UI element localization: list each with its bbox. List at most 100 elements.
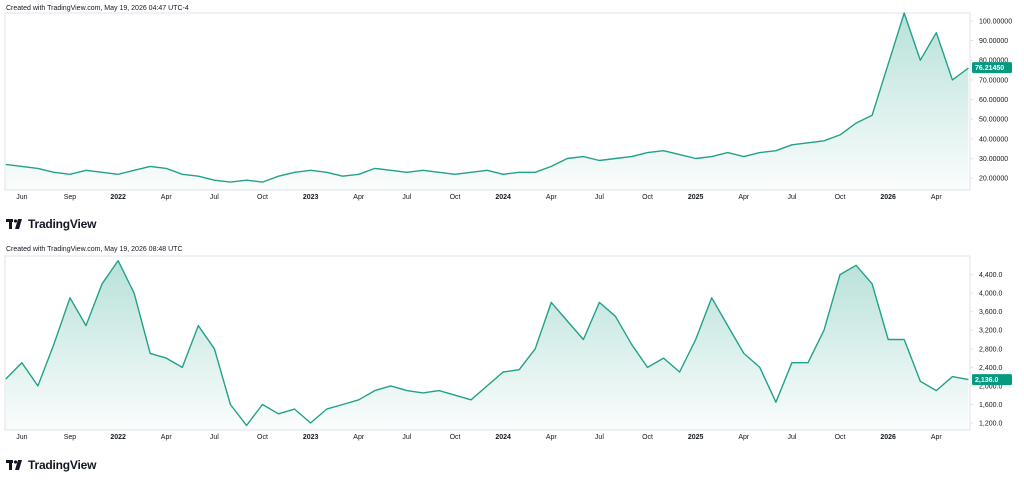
x-tick-label: Jul bbox=[210, 434, 219, 441]
data-point bbox=[615, 316, 616, 317]
x-tick-label: Sep bbox=[64, 194, 77, 201]
y-tick-label: 1,200.0 bbox=[979, 421, 1002, 428]
x-tick-label: 2023 bbox=[303, 194, 319, 201]
data-point bbox=[374, 390, 375, 391]
x-tick-label: 2023 bbox=[303, 434, 319, 441]
y-tick-label: 50.00000 bbox=[979, 117, 1008, 124]
data-point bbox=[583, 339, 584, 340]
data-point bbox=[631, 344, 632, 345]
top-chart-panel: Created with TradingView.com, May 19, 20… bbox=[0, 0, 1024, 238]
chart-caption: Created with TradingView.com, May 19, 20… bbox=[6, 246, 183, 253]
data-point bbox=[85, 325, 86, 326]
x-tick-label: 2025 bbox=[688, 434, 704, 441]
x-tick-label: Oct bbox=[450, 434, 461, 441]
data-point bbox=[759, 152, 760, 153]
y-tick-label: 20.00000 bbox=[979, 176, 1008, 183]
x-tick-label: Jul bbox=[210, 194, 219, 201]
x-tick-label: 2025 bbox=[688, 194, 704, 201]
tradingview-icon bbox=[6, 219, 22, 229]
brand-name: TradingView bbox=[28, 458, 97, 472]
data-point bbox=[118, 260, 119, 261]
data-point bbox=[872, 283, 873, 284]
data-point bbox=[310, 170, 311, 171]
data-point bbox=[952, 376, 953, 377]
data-point bbox=[727, 152, 728, 153]
x-tick-label: Apr bbox=[546, 194, 558, 201]
data-point bbox=[454, 174, 455, 175]
x-tick-label: Jul bbox=[402, 434, 411, 441]
data-point bbox=[278, 176, 279, 177]
data-point bbox=[567, 320, 568, 321]
data-point bbox=[599, 302, 600, 303]
bottom-price-chart[interactable]: 4,400.0 4,000.0 3,600.0 3,200.0 2,800.0 2,400… bbox=[0, 241, 1024, 485]
x-tick-label: Apr bbox=[738, 434, 750, 441]
top-price-chart[interactable]: 100.00000 90.00000 80.00000 70.00000 60.0000… bbox=[0, 0, 1024, 238]
data-point bbox=[278, 413, 279, 414]
series-area-fill bbox=[5, 13, 969, 190]
data-point bbox=[631, 156, 632, 157]
x-tick-label: Jun bbox=[16, 194, 27, 201]
y-tick-label: 2,000.0 bbox=[979, 383, 1002, 390]
x-tick-label: Oct bbox=[257, 194, 268, 201]
data-point bbox=[310, 422, 311, 423]
data-point bbox=[535, 172, 536, 173]
x-tick-label: Apr bbox=[161, 434, 173, 441]
data-point bbox=[5, 164, 6, 165]
y-tick-label: 80.00000 bbox=[979, 58, 1008, 65]
data-point bbox=[102, 172, 103, 173]
data-point bbox=[791, 362, 792, 363]
x-tick-label: 2022 bbox=[110, 434, 126, 441]
data-point bbox=[519, 369, 520, 370]
y-tick-label: 60.00000 bbox=[979, 97, 1008, 104]
data-point bbox=[519, 172, 520, 173]
data-point bbox=[326, 172, 327, 173]
y-tick-label: 4,000.0 bbox=[979, 291, 1002, 298]
data-point bbox=[968, 379, 969, 380]
y-tick-label: 2,400.0 bbox=[979, 365, 1002, 372]
x-tick-label: 2024 bbox=[495, 434, 511, 441]
data-point bbox=[246, 425, 247, 426]
data-point bbox=[743, 353, 744, 354]
data-point bbox=[214, 180, 215, 181]
x-tick-label: Apr bbox=[546, 434, 558, 441]
current-price-value: 76.21450 bbox=[975, 65, 1004, 72]
data-point bbox=[888, 339, 889, 340]
x-tick-label: Oct bbox=[450, 194, 461, 201]
data-point bbox=[342, 404, 343, 405]
data-point bbox=[663, 358, 664, 359]
x-tick-label: Oct bbox=[642, 194, 653, 201]
data-point bbox=[182, 367, 183, 368]
data-point bbox=[487, 385, 488, 386]
current-price-label: 76.21450 bbox=[972, 62, 1012, 74]
data-point bbox=[69, 297, 70, 298]
data-point bbox=[21, 166, 22, 167]
data-point bbox=[118, 174, 119, 175]
data-point bbox=[503, 371, 504, 372]
data-point bbox=[679, 371, 680, 372]
data-point bbox=[535, 348, 536, 349]
data-point bbox=[823, 140, 824, 141]
data-point bbox=[599, 160, 600, 161]
x-tick-label: Oct bbox=[642, 434, 653, 441]
x-tick-label: Jul bbox=[402, 194, 411, 201]
data-point bbox=[503, 174, 504, 175]
x-tick-label: Jun bbox=[16, 434, 27, 441]
data-point bbox=[856, 123, 857, 124]
data-point bbox=[422, 170, 423, 171]
data-point bbox=[214, 348, 215, 349]
data-point bbox=[839, 134, 840, 135]
data-point bbox=[727, 325, 728, 326]
x-tick-label: Apr bbox=[738, 194, 750, 201]
data-point bbox=[952, 79, 953, 80]
data-point bbox=[679, 154, 680, 155]
data-point bbox=[150, 166, 151, 167]
data-point bbox=[134, 293, 135, 294]
data-point bbox=[294, 409, 295, 410]
y-tick-label: 1,600.0 bbox=[979, 402, 1002, 409]
data-point bbox=[53, 344, 54, 345]
data-point bbox=[968, 68, 969, 69]
data-point bbox=[406, 390, 407, 391]
series-area-fill bbox=[5, 260, 969, 430]
data-point bbox=[5, 378, 6, 379]
data-point bbox=[182, 174, 183, 175]
